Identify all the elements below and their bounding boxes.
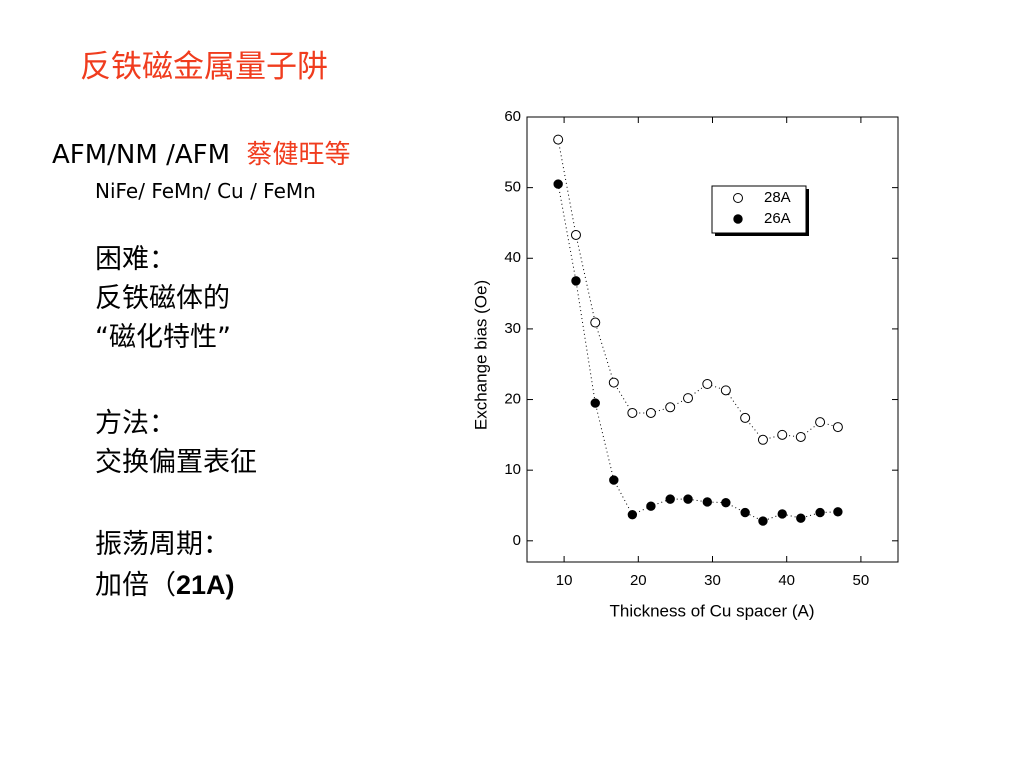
marker <box>721 497 731 508</box>
marker <box>757 434 768 445</box>
y-tick-label: 0 <box>513 532 521 549</box>
marker <box>702 379 713 389</box>
y-axis-label: Exchange bias (Oe) <box>471 280 490 430</box>
dotted-line <box>557 139 839 441</box>
note: 方法： <box>95 408 176 439</box>
marker <box>832 422 843 433</box>
layers: NiFe/ FeMn/ Cu / FeMn <box>95 179 316 203</box>
marker <box>777 429 788 440</box>
marker <box>608 377 619 388</box>
marker <box>590 398 600 408</box>
note: 交换偏置表征 <box>95 447 257 478</box>
marker <box>665 494 675 504</box>
marker <box>683 393 694 404</box>
note: 困难： <box>95 244 176 275</box>
marker <box>627 407 638 418</box>
marker <box>570 229 581 240</box>
note: 振荡周期： <box>95 529 230 560</box>
y-tick-label: 50 <box>504 179 521 196</box>
structure-text: AFM/NM /AFM <box>52 140 231 170</box>
x-axis-label: Thickness of Cu spacer (A) <box>609 601 814 620</box>
legend <box>711 185 807 234</box>
marker <box>733 214 743 224</box>
marker <box>720 385 731 396</box>
marker <box>609 475 619 485</box>
x-tick-label: 40 <box>778 572 795 589</box>
marker <box>702 497 713 507</box>
x-tick-label: 20 <box>630 572 647 589</box>
y-tick-label: 10 <box>504 461 521 478</box>
marker <box>777 509 787 519</box>
legend-label: 28A <box>764 189 791 206</box>
note: 反铁磁体的 <box>95 283 230 314</box>
y-tick-label: 40 <box>504 249 521 266</box>
marker <box>665 402 676 413</box>
marker <box>590 317 601 328</box>
marker <box>683 494 693 504</box>
x-tick-label: 10 <box>556 572 573 589</box>
x-tick-label: 50 <box>853 572 870 589</box>
marker <box>627 509 638 520</box>
marker <box>740 412 751 423</box>
note: “磁化特性” <box>95 322 231 353</box>
marker <box>815 507 825 518</box>
y-tick-label: 30 <box>504 320 521 337</box>
legend-label: 26A <box>764 210 791 227</box>
marker <box>796 513 806 523</box>
marker <box>815 417 826 428</box>
y-tick-label: 60 <box>504 108 521 125</box>
marker <box>553 134 564 145</box>
marker <box>645 407 656 418</box>
note-bold: 21A) <box>176 570 235 600</box>
authors: 蔡健旺等 <box>246 140 351 170</box>
marker <box>571 276 581 286</box>
y-tick-label: 20 <box>504 391 521 408</box>
marker <box>553 179 563 189</box>
marker <box>740 507 750 518</box>
note: 加倍（21A) <box>95 570 235 601</box>
x-tick-label: 30 <box>704 572 721 589</box>
marker <box>733 193 743 203</box>
slide-title: 反铁磁金属量子阱 <box>80 49 328 85</box>
plot-frame <box>526 116 899 563</box>
structure: AFM/NM /AFM 蔡健旺等 <box>52 142 351 168</box>
marker <box>795 431 806 442</box>
marker <box>646 501 656 511</box>
note-text: 加倍（ <box>95 570 176 601</box>
marker <box>833 507 843 517</box>
marker <box>758 516 768 526</box>
dotted-line <box>557 184 838 522</box>
